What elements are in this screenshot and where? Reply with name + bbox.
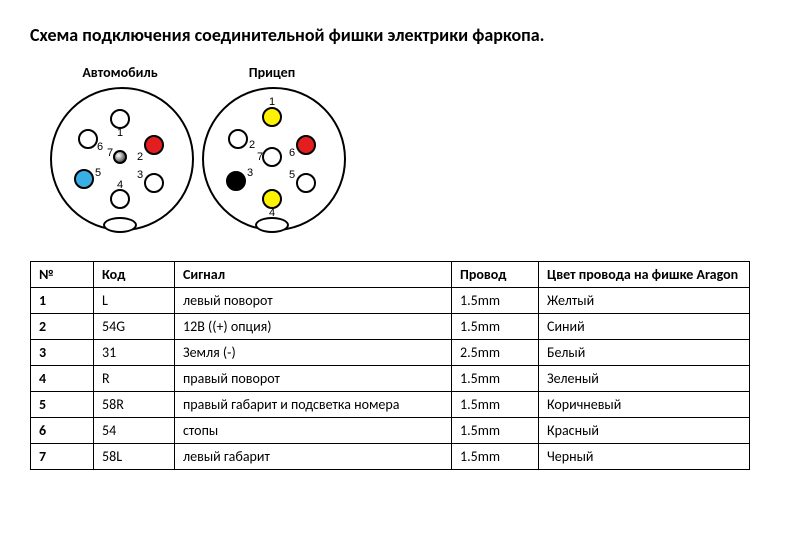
pin-label: 2 [137,151,143,163]
table-cell: правый поворот [175,366,452,392]
pin-6 [78,129,98,149]
pin-2 [228,129,248,149]
table-cell: Белый [539,340,750,366]
pin-label: 7 [257,151,263,163]
table-cell: 1.5mm [452,444,539,470]
connectors-row: Автомобиль1627534Прицеп1267354 [50,64,770,233]
table-cell: 1.5mm [452,314,539,340]
table-cell: 1.5mm [452,366,539,392]
table-row: 331Земля (-)2.5mmБелый [31,340,750,366]
table-cell: 54 [94,418,175,444]
table-cell: 2 [31,314,94,340]
pin-4 [110,189,130,209]
table-cell: 7 [31,444,94,470]
column-header: Сигнал [175,262,452,288]
table-cell: 1.5mm [452,288,539,314]
table-row: 654стопы1.5mmКрасный [31,418,750,444]
table-cell: 3 [31,340,94,366]
table-cell: Черный [539,444,750,470]
pin-label: 1 [269,96,275,108]
pin-1 [262,107,282,127]
table-cell: 1.5mm [452,418,539,444]
table-row: 254G12В ((+) опция)1.5mmСиний [31,314,750,340]
pin-1 [110,109,130,129]
column-header: Провод [452,262,539,288]
table-cell: левый габарит [175,444,452,470]
table-cell: L [94,288,175,314]
pin-3 [144,173,164,193]
table-cell: правый габарит и подсветка номера [175,392,452,418]
page-title: Схема подключения соединительной фишки э… [30,24,770,46]
table-cell: Зеленый [539,366,750,392]
pin-6 [296,135,316,155]
table-cell: 4 [31,366,94,392]
pin-label: 5 [95,167,101,179]
pin-label: 4 [117,179,123,191]
table-row: 1Lлевый поворот1.5mmЖелтый [31,288,750,314]
pin-5 [296,173,316,193]
connector-block: Автомобиль 1 6 2 75 3 4 [50,64,190,233]
pin-2 [144,135,164,155]
pin-7 [262,147,282,167]
table-cell: 58R [94,392,175,418]
table-cell: левый поворот [175,288,452,314]
column-header: Цвет провода на фишке Aragon [539,262,750,288]
table-cell: Синий [539,314,750,340]
pin-label: 6 [97,141,103,153]
column-header: Код [94,262,175,288]
pin-7 [113,150,127,164]
pin-4 [262,189,282,209]
connector-label: Прицеп [249,64,295,81]
pin-3 [226,171,246,191]
column-header: № [31,262,94,288]
table-cell: 31 [94,340,175,366]
connector-label: Автомобиль [82,64,157,81]
table-cell: 58L [94,444,175,470]
pin-label: 2 [249,139,255,151]
connector-notch [255,217,289,233]
table-cell: Красный [539,418,750,444]
pin-label: 7 [107,147,113,159]
table-cell: стопы [175,418,452,444]
pin-label: 3 [137,169,143,181]
table-cell: Земля (-) [175,340,452,366]
connector-notch [103,217,137,233]
table-cell: 2.5mm [452,340,539,366]
table-cell: 1.5mm [452,392,539,418]
table-row: 758Lлевый габарит1.5mmЧерный [31,444,750,470]
table-cell: 5 [31,392,94,418]
table-cell: R [94,366,175,392]
pin-label: 1 [117,127,123,139]
table-cell: 6 [31,418,94,444]
pin-label: 5 [289,169,295,181]
pin-label: 6 [289,147,295,159]
table-cell: 12В ((+) опция) [175,314,452,340]
table-row: 4Rправый поворот1.5mmЗеленый [31,366,750,392]
pin-5 [74,169,94,189]
connector-block: Прицеп1267354 [202,64,342,233]
table-cell: Коричневый [539,392,750,418]
table-cell: Желтый [539,288,750,314]
table-cell: 1 [31,288,94,314]
table-row: 558Rправый габарит и подсветка номера1.5… [31,392,750,418]
pin-label: 3 [247,167,253,179]
pinout-table: №КодСигналПроводЦвет провода на фишке Ar… [30,261,750,470]
table-cell: 54G [94,314,175,340]
